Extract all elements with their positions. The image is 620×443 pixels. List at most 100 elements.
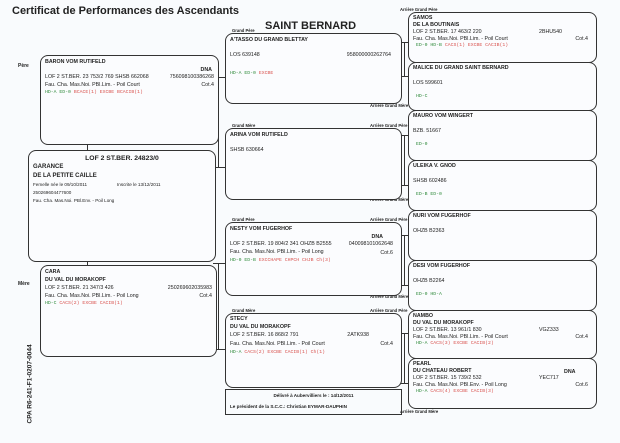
connector [404,235,405,285]
grand-mere-label: Grand Mère [232,123,256,128]
ggp-reg: LOF 2 ST.BER. 15 739/2 532 [413,375,482,381]
mother-id: 250269602035983 [167,285,212,291]
mother-health: HD-C [45,301,57,306]
ag-mere-label: Arrière Grand Mère [370,103,409,108]
ggp-health: ED-0 HD-A [416,292,442,297]
great-grandparent-card: MAURO VOM WINGERT BZB. 51667 ED-0 [408,110,597,161]
grandfather-maternal-card: NESTY VOM FUGERHOF DNA LOF 2 ST.BER. 19 … [225,222,402,296]
gp1-awards: EXCBE [258,71,274,76]
delivery-date: Délivré à Aubervilliers le : 14/12/2011 [273,393,354,398]
ggp-name: ULEIKA V. GNOD [413,163,456,169]
ggp-color: Fau. Cha. Mas.Noi. PBl.Lim. - Poil Court [413,334,508,340]
ggp-id: YEC717 [539,375,559,381]
gm1-name: ARINA VOM RUTIFELD [230,132,288,138]
dna-label: DNA [200,67,212,73]
gm2-reg: LOF 2 ST.BER. 16 868/2 791 [230,332,299,338]
gm2-name: STECY [230,316,248,322]
connector [213,167,225,168]
connector [404,333,405,383]
father-color: Fau. Cha. Mas.Noi. PBl.Lim. - Poil Court [45,82,140,88]
gm2-color: Fau. Cha. Mas.Noi. PBl.Lim. - Poil Court [230,341,325,347]
ggp-id: VGZ333 [539,327,559,333]
delivery-box: Délivré à Aubervilliers le : 14/12/2011 … [225,389,402,415]
ggp-reg: BZB. 51667 [413,128,441,134]
ggp-affix: DU VAL DU MORAKOPF [413,320,474,326]
ggp-awards: CACS(4) EXCBE CACIB(3) [430,389,494,394]
ggp-name: MALICE DU GRAND SAINT BERNARD [413,65,509,71]
ag-pere-label: Arrière Grand Père [370,308,408,313]
ggp-reg: LOF 2 ST.BER. 17 463/2 220 [413,29,482,35]
connector [213,77,225,78]
dna-label: DNA [564,369,576,375]
breed-title: SAINT BERNARD [265,20,357,32]
ggp-health: HD-C [416,94,428,99]
ggp-reg: OHZB B2363 [413,228,445,234]
father-reg: LOF 2 ST.BER. 23 753/2 769 SHSB 662068 [45,74,149,80]
ag-pere-label: Arrière Grand Père [370,217,408,222]
grand-pere-label: Grand Père [232,217,255,222]
gp2-reg: LOF 2 ST.BER. 19 804/2 341 OHZB B2555 [230,241,332,247]
ggp-reg: OHZB B2264 [413,278,445,284]
gp2-id: 040098101062648 [348,241,393,247]
mother-affix: DU VAL DU MORAKOPF [45,277,106,283]
connector [218,263,219,349]
gp2-awards: EXCCHAPE CHPCH CHJB Ch(3) [258,258,331,263]
great-grandparent-card: NAMBO DU VAL DU MORAKOPF LOF 2 ST.BER. 13 … [408,310,597,359]
grandmother-paternal-card: ARINA VOM RUTIFELD SHSB 630664 [225,128,402,200]
gp1-health: HD-A ED-0 [230,71,256,76]
document-title: Certificat de Performances des Ascendant… [12,5,240,17]
father-health: HD-A ED-0 [45,90,71,95]
mere-label: Mère [18,281,30,287]
subject-inscribed: Inscrite le 13/12/2011 [117,182,161,187]
ggp-cot: Cot.4 [575,36,588,42]
connector [87,260,88,266]
subject-card: LOF 2 ST.BER. 24823/0 GARANCE DE LA PETI… [28,150,216,262]
subject-reg: LOF 2 ST.BER. 24823/0 [85,155,159,162]
grandmother-maternal-card: STECY DU VAL DU MORAKOPF LOF 2 ST.BER. 1… [225,313,402,388]
ggp-name: DESI VOM FUGERHOF [413,263,471,269]
gp2-cot: Cot.6 [380,250,393,256]
gm1-reg: SHSB 630664 [230,147,264,153]
subject-chip: 250269604477600 [33,190,72,195]
ggp-health: ED-0 [416,142,428,147]
ggp-color: Fau. Cha. Mas.Noi. PBl.Lim. - Poil Court [413,36,508,42]
gm2-awards: CACS(2) EXCBE CACIB(1) Ch(1) [244,350,326,355]
connector [400,285,408,286]
connector [400,333,408,334]
mother-card: CARA DU VAL DU MORAKOPF LOF 2 ST.BER. 21… [40,265,217,357]
gp1-reg: LOS 639148 [230,52,260,58]
grand-pere-label: Grand Père [232,28,255,33]
subject-affix: DE LA PETITE CAILLE [33,173,97,179]
gp2-health: HD-0 ED-B [230,258,256,263]
ggp-name: NURI VOM FUGERHOF [413,213,471,219]
father-id: 756098100386268 [169,74,214,80]
great-grandparent-card: ULEIKA V. GNOD SHSB 602486 ED-B ED-0 [408,160,597,211]
ggp-cot: Cot.4 [575,334,588,340]
father-name: BARON VOM RUTIFELD [45,59,106,65]
subject-born: Femelle née le 09/10/2011 [33,182,88,187]
ggp-affix: DE LA BOUTINAIS [413,22,460,28]
subject-color: Fau. Cha. Mas.Noi. PBl.Env. - Poil Long [33,198,115,203]
ag-pere-label: Arrière Grand Père [370,123,408,128]
gm2-affix: DU VAL DU MORAKOPF [230,324,291,330]
mother-awards: CACS(2) EXCBE CACIB(1) [59,301,123,306]
connector [404,42,405,76]
cpa-reference: CPA R6-241-F1-0207-0044 [26,344,34,424]
grand-mere-label: Grand Mère [232,308,256,313]
mother-name: CARA [45,269,61,275]
great-grandparent-card: SAMOS DE LA BOUTINAIS LOF 2 ST.BER. 17 463… [408,12,597,63]
connector [87,143,88,151]
ggp-name: PEARL [413,361,431,367]
ggp-name: MAURO VOM WINGERT [413,113,474,119]
ggp-cot: Cot.6 [575,382,588,388]
ggp-health: ED-B ED-0 [416,192,442,197]
ag-mere-label: Arrière Grand Mère [400,409,439,414]
ggp-health: ED-0 HD-B [416,43,442,48]
connector [400,235,408,236]
ggp-health: HD-A [416,341,428,346]
president-signature-line: Le président de la S.C.C.: Christian EYM… [230,404,347,409]
grandfather-paternal-card: A'TASSO DU GRAND BLETTAY LOS 639148 9580… [225,33,402,104]
gm2-id: 2ATK938 [347,332,369,338]
gm2-cot: Cot.4 [380,341,393,347]
